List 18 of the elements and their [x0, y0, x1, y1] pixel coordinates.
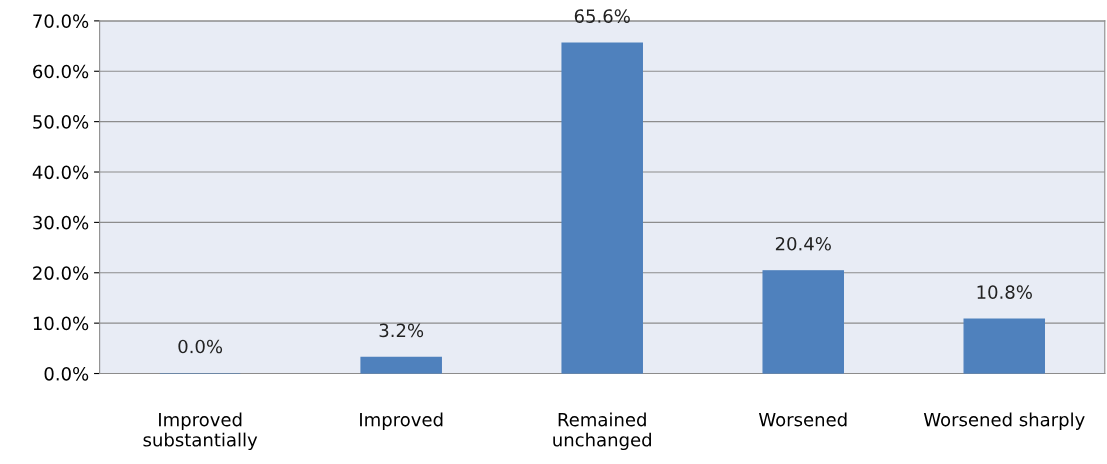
x-tick-label: Worsened sharply — [923, 412, 1085, 430]
y-tick-label: 70.0% — [33, 14, 89, 28]
y-tick-label: 60.0% — [33, 64, 89, 79]
data-label: 65.6% — [574, 9, 630, 23]
x-tick-label: Remained unchanged — [553, 412, 651, 451]
data-label: 0.0% — [178, 339, 223, 354]
y-tick-label: 30.0% — [33, 215, 89, 230]
data-label: 3.2% — [379, 323, 424, 338]
x-tick-label: Worsened — [758, 412, 847, 427]
y-tick-label: 50.0% — [33, 115, 89, 129]
data-label: 20.4% — [775, 236, 831, 251]
y-tick-label: 40.0% — [32, 165, 89, 180]
x-tick-label: Improved — [360, 412, 443, 430]
data-label: 10.8% — [977, 285, 1032, 299]
x-tick-label: Improved substantially — [143, 412, 258, 451]
y-tick-label: 10.0% — [33, 316, 89, 331]
y-tick-label: 0.0% — [44, 366, 89, 381]
y-tick-label: 20.0% — [33, 266, 89, 280]
